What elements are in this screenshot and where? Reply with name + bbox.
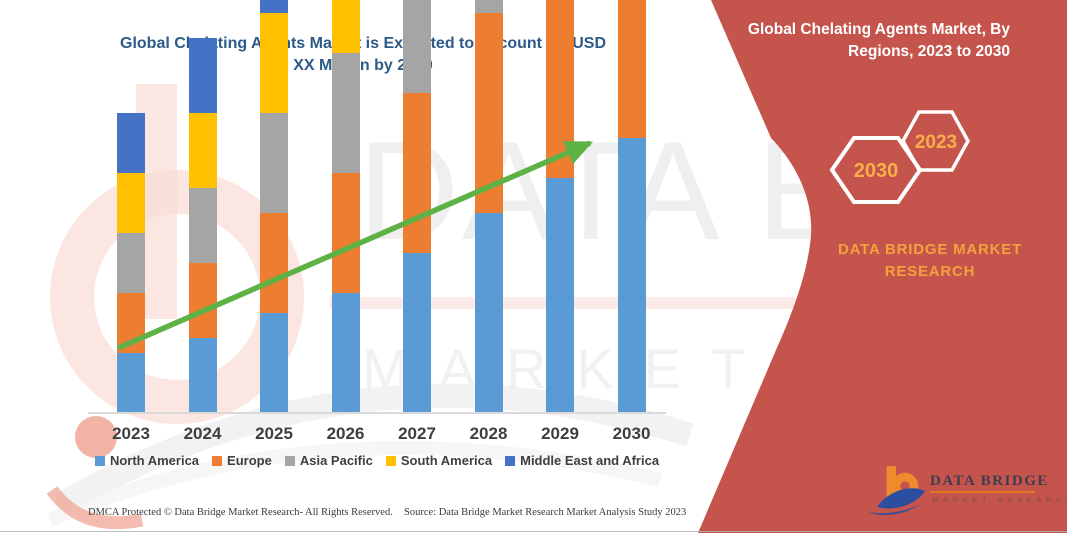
- logo-d-swoosh: [877, 488, 925, 509]
- watermark-dot: [75, 416, 117, 458]
- x-axis-label-2029: 2029: [541, 424, 579, 443]
- x-axis-line: [88, 412, 666, 414]
- legend-item-north-america: North America: [94, 453, 200, 468]
- x-axis-label-2030: 2030: [612, 424, 651, 443]
- bar-2024-segment-middle-east-and-africa: [188, 38, 217, 113]
- legend-swatch-icon: [94, 455, 105, 466]
- legend-label: Middle East and Africa: [520, 453, 660, 468]
- logo-name-text: DATA BRIDGE: [930, 473, 1049, 489]
- panel-brand-line2: RESEARCH: [884, 263, 976, 280]
- bottom-border-line: [0, 531, 1067, 532]
- logo-d-swoosh-tail: [869, 504, 920, 516]
- chart-title-line2: XX Million by 2030: [293, 57, 433, 74]
- bar-2023-segment-north-america: [117, 353, 145, 413]
- watermark-swoosh-gray-2: [47, 441, 662, 527]
- panel-heading-line2: Regions, 2023 to 2030: [848, 43, 1010, 60]
- bar-2030-segment-europe: [617, 0, 646, 138]
- bar-2025-segment-south-america: [260, 13, 288, 113]
- bar-2027-segment-asia-pacific: [403, 0, 431, 93]
- bar-2025-segment-middle-east-and-africa: [260, 0, 288, 13]
- legend-swatch-icon: [385, 455, 396, 466]
- x-axis-label-2025: 2025: [255, 424, 293, 443]
- x-axis-labels: 2023 2024 2025 2026 2027 2028 2029 2030: [0, 424, 1067, 444]
- legend-item-south-america: South America: [385, 453, 493, 468]
- legend-swatch-icon: [505, 455, 516, 466]
- x-axis-label-2027: 2027: [398, 424, 436, 443]
- legend-item-europe: Europe: [212, 453, 272, 468]
- panel-brand-text: DATA BRIDGE MARKET RESEARCH: [812, 239, 1048, 283]
- legend-swatch-icon: [212, 455, 223, 466]
- hexagon-2023: [901, 110, 970, 172]
- hexagon-2023-label: 2023: [915, 132, 957, 153]
- logo-tagline-text: MARKET RESEARCH: [932, 495, 1067, 504]
- legend-label: South America: [400, 453, 493, 468]
- hexagon-2030-label: 2030: [854, 160, 899, 182]
- legend-swatch-icon: [284, 455, 295, 466]
- watermark-crescent: [46, 486, 144, 530]
- x-axis-label-2028: 2028: [469, 424, 508, 443]
- chart-legend: North America Europe Asia Pacific South Ame…: [88, 453, 666, 468]
- footer-source-text: Source: Data Bridge Market Research Mark…: [404, 507, 687, 518]
- watermark-swoosh-gray: [53, 383, 694, 516]
- panel-brand-line1: DATA BRIDGE MARKET: [837, 241, 1023, 258]
- x-axis-label-2024: 2024: [183, 424, 222, 443]
- red-panel-shape: [698, 0, 1067, 533]
- bar-2026-segment-south-america: [331, 0, 360, 53]
- panel-heading-line1: Global Chelating Agents Market, By: [747, 21, 1010, 38]
- footer-dmca-text: DMCA Protected © Data Bridge Market Rese…: [88, 507, 393, 518]
- legend-label: Europe: [227, 453, 272, 468]
- bar-2030: [617, 0, 646, 413]
- x-axis-label-2026: 2026: [326, 424, 365, 443]
- legend-label: North America: [109, 453, 200, 468]
- bar-2028-segment-asia-pacific: [474, 0, 503, 13]
- legend-item-asia-pacific: Asia Pacific: [284, 453, 373, 468]
- legend-label: Asia Pacific: [299, 453, 373, 468]
- logo-underline: [930, 491, 1035, 493]
- x-axis-label-2023: 2023: [112, 424, 150, 443]
- bar-2030-segment-north-america: [617, 138, 646, 413]
- panel-heading: Global Chelating Agents Market, By Regio…: [680, 19, 1010, 63]
- legend-item-middle-east-and-africa: Middle East and Africa: [505, 453, 659, 468]
